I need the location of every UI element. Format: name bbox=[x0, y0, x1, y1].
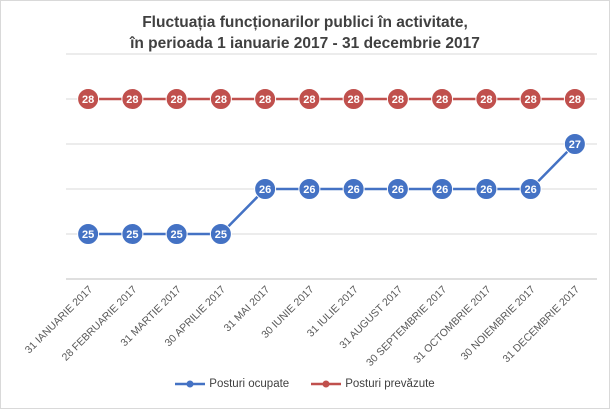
data-label: 26 bbox=[348, 184, 360, 196]
legend-label: Posturi ocupate bbox=[209, 378, 290, 390]
data-point[interactable] bbox=[386, 178, 409, 200]
data-label: 26 bbox=[259, 184, 271, 196]
data-label: 28 bbox=[126, 94, 138, 106]
data-label: 26 bbox=[480, 184, 492, 196]
data-point[interactable] bbox=[165, 88, 188, 110]
data-label: 28 bbox=[259, 94, 271, 106]
data-label: 28 bbox=[436, 94, 448, 106]
data-label: 28 bbox=[525, 94, 537, 106]
data-label: 28 bbox=[303, 94, 315, 106]
data-point[interactable] bbox=[254, 88, 277, 110]
data-label: 28 bbox=[392, 94, 404, 106]
legend-item-posturi-prevazute[interactable]: Posturi prevăzute bbox=[311, 378, 435, 390]
data-point[interactable] bbox=[386, 88, 409, 110]
gridlines bbox=[66, 53, 597, 235]
data-point[interactable] bbox=[563, 88, 586, 110]
data-label: 28 bbox=[569, 94, 581, 106]
legend-swatch bbox=[311, 380, 342, 388]
data-point[interactable] bbox=[209, 88, 232, 110]
data-label: 26 bbox=[436, 184, 448, 196]
data-label: 25 bbox=[126, 229, 138, 241]
series-posturi-prevazute: 28 28 28 28 28 28 28 28 28 28 28 28 bbox=[77, 88, 586, 110]
x-tick-label: 31 DECEMBRIE 2017 bbox=[500, 284, 582, 366]
legend-item-posturi-ocupate[interactable]: Posturi ocupate bbox=[175, 378, 289, 390]
data-label: 25 bbox=[82, 229, 94, 241]
data-point[interactable] bbox=[475, 88, 498, 110]
legend-label: Posturi prevăzute bbox=[345, 378, 435, 390]
data-point[interactable] bbox=[342, 88, 365, 110]
x-tick-label: 30 NOIEMBRIE 2017 bbox=[459, 284, 538, 363]
data-point[interactable] bbox=[77, 88, 100, 110]
data-label: 28 bbox=[171, 94, 183, 106]
data-label: 26 bbox=[525, 184, 537, 196]
data-point[interactable] bbox=[342, 178, 365, 200]
data-label: 26 bbox=[303, 184, 315, 196]
data-point[interactable] bbox=[298, 178, 321, 200]
chart-title-line2: în perioada 1 ianuarie 2017 - 31 decembr… bbox=[130, 35, 480, 52]
chart-title: Fluctuația funcționarilor publici în act… bbox=[1, 12, 609, 54]
data-point[interactable] bbox=[209, 223, 232, 245]
data-point[interactable] bbox=[431, 88, 454, 110]
data-point[interactable] bbox=[121, 88, 144, 110]
data-label: 28 bbox=[215, 94, 227, 106]
x-tick-label: 28 FEBRUARIE 2017 bbox=[60, 284, 140, 364]
data-point[interactable] bbox=[475, 178, 498, 200]
data-point[interactable] bbox=[298, 88, 321, 110]
data-point[interactable] bbox=[519, 88, 542, 110]
x-tick-label: 31 OCTOMBRIE 2017 bbox=[411, 284, 493, 366]
legend-swatch bbox=[175, 380, 206, 388]
data-label: 26 bbox=[392, 184, 404, 196]
chart-title-line1: Fluctuația funcționarilor publici în act… bbox=[142, 14, 468, 31]
data-point[interactable] bbox=[77, 223, 100, 245]
data-label: 28 bbox=[348, 94, 360, 106]
chart-legend: Posturi ocupate Posturi prevăzute bbox=[1, 378, 609, 390]
data-point[interactable] bbox=[519, 178, 542, 200]
data-label: 28 bbox=[82, 94, 94, 106]
data-label: 28 bbox=[480, 94, 492, 106]
x-tick-label: 30 SEPTEMBRIE 2017 bbox=[364, 284, 449, 369]
data-point[interactable] bbox=[431, 178, 454, 200]
data-label: 25 bbox=[215, 229, 227, 241]
data-point[interactable] bbox=[563, 133, 586, 155]
data-label: 25 bbox=[171, 229, 183, 241]
data-point[interactable] bbox=[165, 223, 188, 245]
data-point[interactable] bbox=[121, 223, 144, 245]
series-posturi-ocupate: 25 25 25 25 26 26 26 26 26 26 26 27 bbox=[77, 133, 586, 245]
data-point[interactable] bbox=[254, 178, 277, 200]
data-label: 27 bbox=[569, 139, 581, 151]
